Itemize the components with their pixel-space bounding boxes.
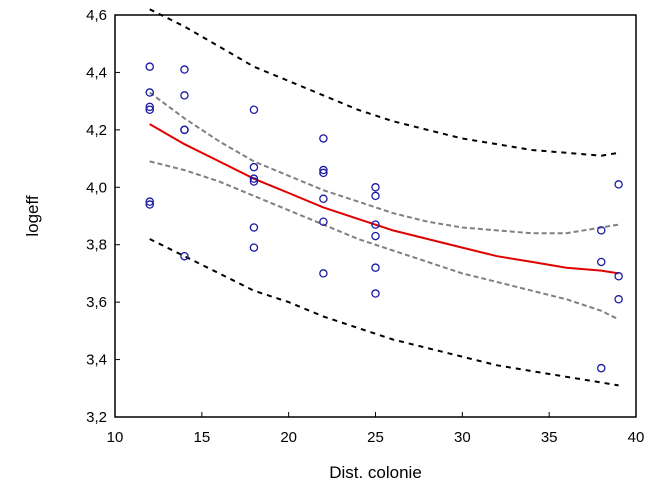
y-axis-title: logeff xyxy=(23,195,42,237)
data-point xyxy=(371,183,380,192)
data-point xyxy=(319,168,328,178)
y-tick-label: 3,4 xyxy=(86,352,107,369)
plot-frame xyxy=(114,14,637,418)
data-point xyxy=(319,134,328,143)
x-tick-label: 10 xyxy=(107,429,124,446)
data-point xyxy=(180,65,189,74)
data-point xyxy=(249,174,259,183)
x-axis: 10 15 20 25 30 35 40 xyxy=(107,412,645,446)
x-tick-label: 40 xyxy=(628,429,645,446)
x-tick-label: 20 xyxy=(280,429,297,446)
data-point xyxy=(145,88,154,97)
fit-line xyxy=(149,123,619,275)
plot-area xyxy=(114,8,637,418)
data-point xyxy=(371,231,380,241)
data-point xyxy=(145,197,154,206)
data-point xyxy=(180,125,189,135)
data-point xyxy=(319,269,328,278)
data-point xyxy=(249,105,259,115)
data-point xyxy=(145,62,154,71)
points-group xyxy=(145,62,623,373)
data-point xyxy=(597,226,606,235)
y-tick-label: 3,8 xyxy=(86,237,107,254)
y-tick-label: 4,4 xyxy=(86,64,107,81)
data-point xyxy=(249,162,259,172)
y-tick-label: 3,6 xyxy=(86,294,107,311)
data-point xyxy=(614,295,623,304)
prediction-lower-line xyxy=(149,238,619,387)
y-tick-label: 4,6 xyxy=(86,7,107,24)
x-axis-title: Dist. colonie xyxy=(329,463,422,482)
data-point xyxy=(249,223,259,232)
data-point xyxy=(371,263,380,272)
data-point xyxy=(319,217,328,226)
data-point xyxy=(319,165,328,175)
data-point xyxy=(614,180,623,189)
data-point xyxy=(319,194,328,204)
data-point xyxy=(145,102,154,112)
bands-group xyxy=(149,8,620,387)
data-point xyxy=(249,243,259,252)
y-axis: 3,2 3,4 3,6 3,8 4,0 4,2 4,4 4,6 xyxy=(86,7,120,426)
confidence-lower-line xyxy=(149,160,620,321)
data-point xyxy=(614,272,623,281)
confidence-upper-line xyxy=(149,91,619,235)
data-point xyxy=(180,91,189,100)
x-tick-label: 35 xyxy=(541,429,558,446)
x-tick-label: 30 xyxy=(454,429,471,446)
data-point xyxy=(371,191,380,201)
x-tick-label: 25 xyxy=(367,429,384,446)
data-point xyxy=(597,363,606,373)
data-point xyxy=(145,105,154,115)
data-point xyxy=(180,251,189,261)
x-tick-label: 15 xyxy=(193,429,210,446)
data-point xyxy=(145,200,154,209)
data-point xyxy=(249,177,259,186)
prediction-upper-line xyxy=(149,8,619,157)
data-point xyxy=(371,289,380,298)
fit-group xyxy=(149,123,619,275)
y-tick-label: 4,2 xyxy=(86,122,107,139)
data-point xyxy=(371,220,380,229)
y-tick-label: 3,2 xyxy=(86,409,107,426)
data-point xyxy=(597,257,606,267)
y-tick-label: 4,0 xyxy=(86,179,107,196)
